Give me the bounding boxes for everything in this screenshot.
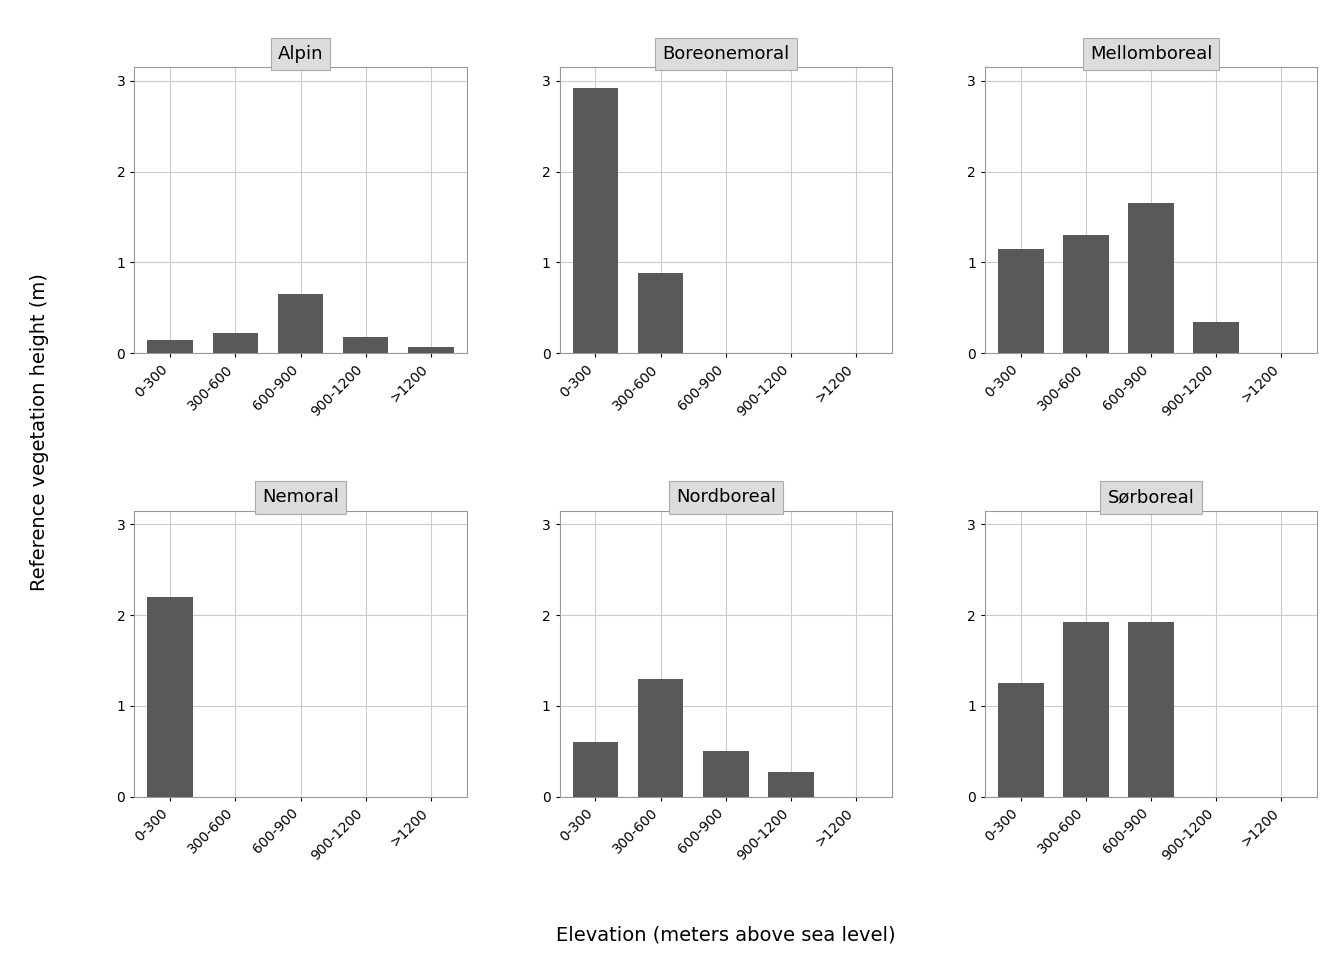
Text: Reference vegetation height (m): Reference vegetation height (m) [30,273,48,591]
Bar [1128,204,1173,353]
Bar [573,88,618,353]
Title: Nordboreal: Nordboreal [676,489,775,506]
Bar [1128,622,1173,797]
Bar [1193,322,1239,353]
Title: Sørboreal: Sørboreal [1107,489,1195,506]
Title: Mellomboreal: Mellomboreal [1090,45,1212,62]
Text: Elevation (meters above sea level): Elevation (meters above sea level) [556,925,895,945]
Bar [148,597,194,797]
Bar [638,274,683,353]
Bar [278,295,324,353]
Bar [148,340,194,353]
Bar [573,742,618,797]
Bar [409,347,453,353]
Title: Nemoral: Nemoral [262,489,339,506]
Bar [1063,235,1109,353]
Bar [769,772,813,797]
Bar [999,684,1043,797]
Title: Boreonemoral: Boreonemoral [663,45,789,62]
Bar [638,679,683,797]
Bar [1063,622,1109,797]
Bar [703,752,749,797]
Bar [999,249,1043,353]
Bar [343,337,388,353]
Title: Alpin: Alpin [278,45,324,62]
Bar [212,333,258,353]
